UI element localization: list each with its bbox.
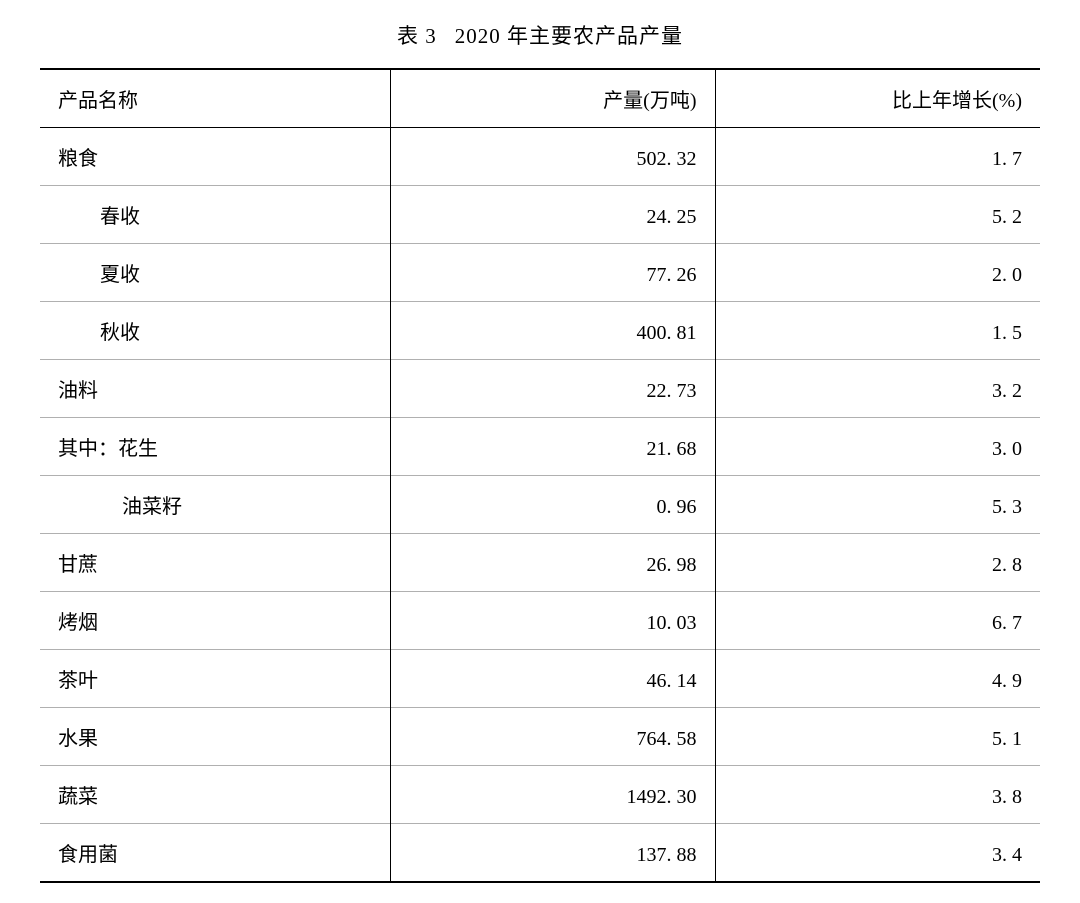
title-main: 2020 年主要农产品产量 xyxy=(455,24,683,48)
cell-name: 油料 xyxy=(40,360,390,418)
cell-growth: 3. 8 xyxy=(715,766,1040,824)
cell-value: 137. 88 xyxy=(390,824,715,883)
cell-growth: 2. 0 xyxy=(715,244,1040,302)
cell-name: 春收 xyxy=(40,186,390,244)
table-row: 春收24. 255. 2 xyxy=(40,186,1040,244)
cell-name: 油菜籽 xyxy=(40,476,390,534)
cell-value: 21. 68 xyxy=(390,418,715,476)
table-row: 茶叶46. 144. 9 xyxy=(40,650,1040,708)
cell-growth: 6. 7 xyxy=(715,592,1040,650)
cell-growth: 5. 2 xyxy=(715,186,1040,244)
cell-growth: 3. 2 xyxy=(715,360,1040,418)
cell-growth: 3. 4 xyxy=(715,824,1040,883)
cell-value: 400. 81 xyxy=(390,302,715,360)
cell-value: 10. 03 xyxy=(390,592,715,650)
table-row: 秋收400. 811. 5 xyxy=(40,302,1040,360)
table-row: 甘蔗26. 982. 8 xyxy=(40,534,1040,592)
header-value: 产量(万吨) xyxy=(390,69,715,128)
cell-growth: 4. 9 xyxy=(715,650,1040,708)
cell-value: 764. 58 xyxy=(390,708,715,766)
title-prefix: 表 3 xyxy=(397,24,437,48)
cell-name: 烤烟 xyxy=(40,592,390,650)
table-header-row: 产品名称 产量(万吨) 比上年增长(%) xyxy=(40,69,1040,128)
table-row: 粮食502. 321. 7 xyxy=(40,128,1040,186)
table-row: 油料22. 733. 2 xyxy=(40,360,1040,418)
cell-name: 蔬菜 xyxy=(40,766,390,824)
table-row: 蔬菜1492. 303. 8 xyxy=(40,766,1040,824)
cell-name: 粮食 xyxy=(40,128,390,186)
cell-growth: 3. 0 xyxy=(715,418,1040,476)
cell-name: 食用菌 xyxy=(40,824,390,883)
cell-value: 1492. 30 xyxy=(390,766,715,824)
cell-value: 26. 98 xyxy=(390,534,715,592)
table-row: 食用菌137. 883. 4 xyxy=(40,824,1040,883)
cell-value: 502. 32 xyxy=(390,128,715,186)
table-title: 表 3 2020 年主要农产品产量 xyxy=(40,20,1040,50)
header-growth: 比上年增长(%) xyxy=(715,69,1040,128)
agri-products-table: 产品名称 产量(万吨) 比上年增长(%) 粮食502. 321. 7春收24. … xyxy=(40,68,1040,883)
cell-growth: 5. 1 xyxy=(715,708,1040,766)
table-row: 油菜籽0. 965. 3 xyxy=(40,476,1040,534)
table-row: 其中：花生21. 683. 0 xyxy=(40,418,1040,476)
cell-growth: 1. 5 xyxy=(715,302,1040,360)
cell-name: 秋收 xyxy=(40,302,390,360)
cell-name: 茶叶 xyxy=(40,650,390,708)
cell-growth: 2. 8 xyxy=(715,534,1040,592)
cell-growth: 1. 7 xyxy=(715,128,1040,186)
cell-value: 77. 26 xyxy=(390,244,715,302)
table-row: 烤烟10. 036. 7 xyxy=(40,592,1040,650)
cell-name: 甘蔗 xyxy=(40,534,390,592)
table-row: 夏收77. 262. 0 xyxy=(40,244,1040,302)
cell-value: 22. 73 xyxy=(390,360,715,418)
cell-value: 46. 14 xyxy=(390,650,715,708)
table-body: 粮食502. 321. 7春收24. 255. 2夏收77. 262. 0秋收4… xyxy=(40,128,1040,883)
cell-value: 0. 96 xyxy=(390,476,715,534)
cell-growth: 5. 3 xyxy=(715,476,1040,534)
header-name: 产品名称 xyxy=(40,69,390,128)
cell-name: 水果 xyxy=(40,708,390,766)
cell-name: 其中：花生 xyxy=(40,418,390,476)
cell-name: 夏收 xyxy=(40,244,390,302)
cell-value: 24. 25 xyxy=(390,186,715,244)
table-row: 水果764. 585. 1 xyxy=(40,708,1040,766)
